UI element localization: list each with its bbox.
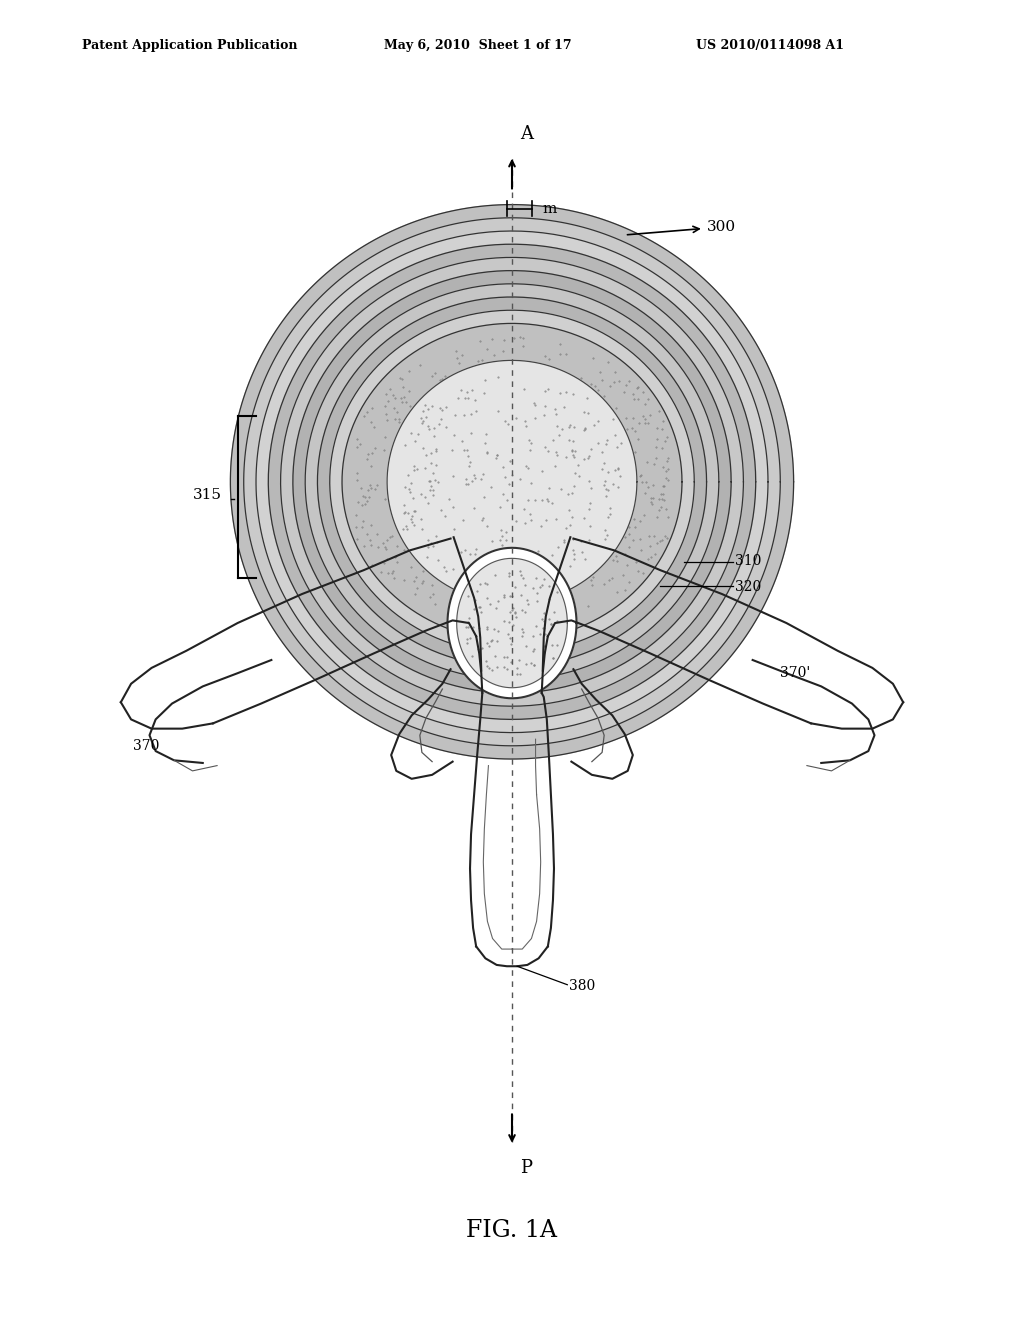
Text: US 2010/0114098 A1: US 2010/0114098 A1 bbox=[696, 38, 845, 51]
Text: 370': 370' bbox=[780, 667, 811, 680]
Text: 320: 320 bbox=[735, 581, 762, 594]
Text: 380: 380 bbox=[569, 979, 596, 993]
Text: 315: 315 bbox=[193, 488, 221, 502]
Text: May 6, 2010  Sheet 1 of 17: May 6, 2010 Sheet 1 of 17 bbox=[384, 38, 571, 51]
Polygon shape bbox=[317, 297, 707, 667]
Text: 300: 300 bbox=[628, 220, 735, 235]
Polygon shape bbox=[330, 310, 694, 653]
Polygon shape bbox=[387, 360, 637, 603]
Polygon shape bbox=[268, 244, 756, 719]
Text: 310: 310 bbox=[735, 554, 762, 568]
Text: 370: 370 bbox=[133, 739, 160, 752]
Polygon shape bbox=[457, 558, 567, 688]
Text: P: P bbox=[520, 1159, 532, 1177]
Polygon shape bbox=[305, 284, 719, 680]
Polygon shape bbox=[244, 218, 780, 746]
Polygon shape bbox=[230, 205, 794, 759]
Text: A: A bbox=[520, 124, 532, 143]
Polygon shape bbox=[256, 231, 768, 733]
Text: m: m bbox=[543, 202, 557, 215]
Text: Patent Application Publication: Patent Application Publication bbox=[82, 38, 297, 51]
Polygon shape bbox=[293, 271, 731, 693]
Polygon shape bbox=[447, 548, 577, 698]
Text: FIG. 1A: FIG. 1A bbox=[467, 1218, 557, 1242]
Polygon shape bbox=[281, 257, 743, 706]
Polygon shape bbox=[342, 323, 682, 640]
